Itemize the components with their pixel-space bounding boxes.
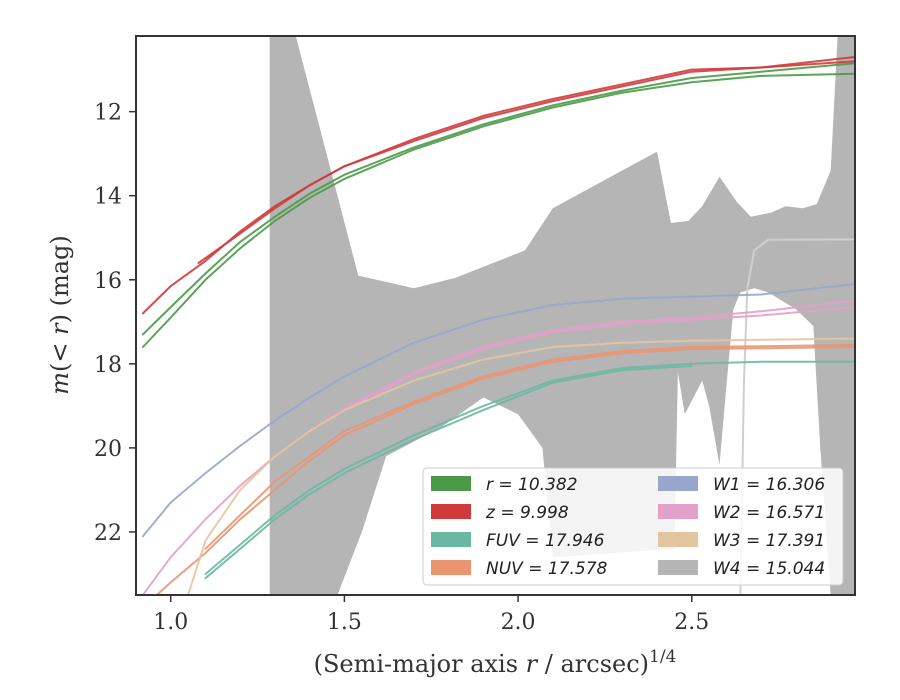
series-r-line-2 [141,62,855,336]
y-tick-label: 18 [94,353,122,378]
legend-swatch-w2 [658,504,698,519]
x-tick-label: 1.5 [327,610,362,635]
legend-label-fuv: FUV = 17.946 [486,531,605,551]
y-tick-label: 12 [94,101,122,126]
y-tick-label: 14 [94,185,122,210]
y-tick-label: 22 [94,521,122,546]
legend-label-w2: W2 = 16.571 [713,503,825,523]
x-axis-label: (Semi-major axis r / arcsec)1/4 [314,647,677,678]
legend-label-nuv: NUV = 17.578 [486,559,608,579]
legend-label-w4: W4 = 15.044 [713,559,825,579]
series-fuv-line-1 [204,360,855,575]
series-r-line-1 [141,72,855,348]
legend-swatch-nuv [431,560,471,575]
legend: r = 10.382 W1 = 16.306 z = 9.998 W2 = 16.57… [422,467,844,586]
plot-frame [135,35,856,596]
legend-swatch-z [431,504,471,519]
series-w4-band [269,36,855,595]
series-w2-line-2 [343,306,855,412]
series-z-line-2 [197,60,855,264]
legend-swatch-w1 [658,476,698,491]
series-nuv-line-1 [204,343,855,550]
legend-label-r: r = 10.382 [486,475,578,495]
legend-swatch-w3 [658,532,698,547]
series-w3-line-1 [187,337,855,595]
axis-ticks: 1.0 1.5 2.0 2.5 12 14 16 18 20 22 [94,101,709,635]
series-w4-trace [739,238,855,595]
legend-label-w3: W3 = 17.391 [713,531,825,551]
x-tick-label: 2.0 [501,610,536,635]
x-tick-label: 2.5 [674,610,709,635]
y-tick-label: 16 [94,269,122,294]
legend-label-w1: W1 = 16.306 [713,475,825,495]
legend-swatch-fuv [431,532,471,547]
legend-label-z: z = 9.998 [485,503,569,523]
y-axis-label: m(< r) (mag) [46,235,74,395]
series-fuv-line-2 [204,364,693,580]
legend-frame [422,467,844,586]
y-tick-label: 20 [94,437,122,462]
series-nuv-line-2 [155,346,855,595]
plot-area [141,36,855,595]
legend-swatch-w4 [658,560,698,575]
legend-swatch-r [431,476,471,491]
series-w1-line-1 [141,283,855,538]
series-w2-line-1 [141,299,855,595]
x-tick-label: 1.0 [153,610,188,635]
